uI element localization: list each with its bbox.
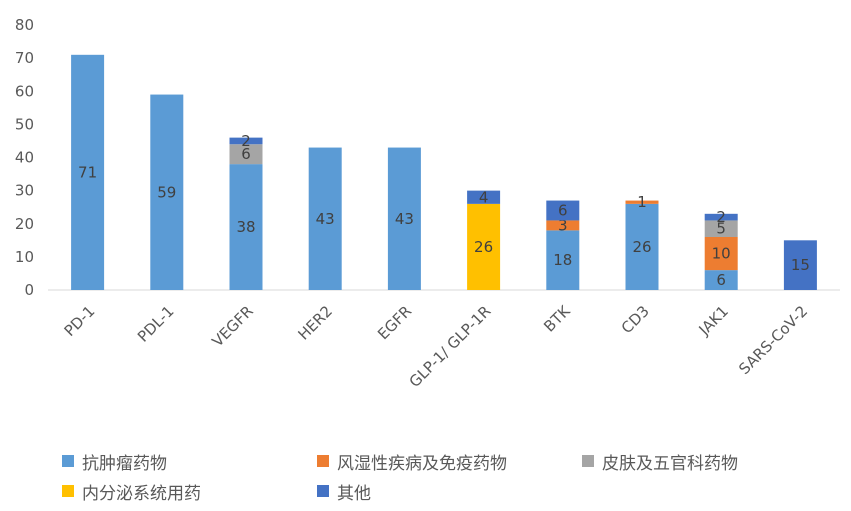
stacked-bar-chart: 0102030405060708071PD-159PDL-13862VEGFR4… <box>15 16 840 391</box>
legend-label-anti-tumor: 抗肿瘤药物 <box>82 453 167 474</box>
legend-swatch-endocrine <box>62 485 74 497</box>
legend-item-anti-tumor: 抗肿瘤药物 <box>62 449 317 474</box>
bar-segment <box>546 220 580 231</box>
bar-segment <box>229 164 263 290</box>
legend-swatch-rheumatic-immune <box>317 455 329 467</box>
legend-row-1: 抗肿瘤药物 风湿性疾病及免疫药物 皮肤及五官科药物 <box>62 446 822 476</box>
legend-item-endocrine: 内分泌系统用药 <box>62 479 317 504</box>
bar-segment <box>467 190 501 204</box>
data-label: 43 <box>316 210 335 228</box>
legend-label-endocrine: 内分泌系统用药 <box>82 483 201 504</box>
bar-segment <box>625 203 659 290</box>
bar-segment <box>229 137 263 145</box>
x-tick-label: CD3 <box>618 302 653 337</box>
x-tick-label: SARS-CoV-2 <box>735 302 811 378</box>
legend-label-other: 其他 <box>337 483 371 504</box>
y-tick-label: 0 <box>24 281 34 299</box>
bar-segment <box>704 220 738 237</box>
data-label: 6 <box>558 202 568 220</box>
legend-item-other: 其他 <box>317 479 371 504</box>
data-label: 15 <box>791 256 810 274</box>
y-tick-label: 70 <box>15 49 34 67</box>
bar-segment <box>704 237 738 271</box>
data-label: 1 <box>637 193 647 211</box>
x-tick-label: BTK <box>540 301 574 335</box>
x-tick-label: PDL-1 <box>134 302 178 346</box>
legend-item-dermatology-ent: 皮肤及五官科药物 <box>582 449 738 474</box>
x-tick-label: HER2 <box>294 302 336 344</box>
data-label: 18 <box>553 251 572 269</box>
x-tick-label: JAK1 <box>695 302 732 339</box>
bar-segment <box>467 203 501 290</box>
data-label: 3 <box>558 216 568 234</box>
y-tick-label: 10 <box>15 248 34 266</box>
data-label: 26 <box>474 238 493 256</box>
bar-segment <box>704 213 738 221</box>
bar-segment <box>308 147 342 290</box>
y-tick-label: 50 <box>15 115 34 133</box>
data-label: 6 <box>241 145 251 163</box>
data-label: 10 <box>712 245 731 263</box>
chart-legend: 抗肿瘤药物 风湿性疾病及免疫药物 皮肤及五官科药物 内分泌系统用药 其他 <box>62 446 822 506</box>
bar-segment <box>71 54 105 290</box>
bar-segment <box>229 144 263 165</box>
bar-segment <box>150 94 184 290</box>
legend-swatch-anti-tumor <box>62 455 74 467</box>
legend-swatch-dermatology-ent <box>582 455 594 467</box>
data-label: 6 <box>716 271 726 289</box>
bar-segment <box>625 200 659 204</box>
y-tick-label: 20 <box>15 215 34 233</box>
legend-label-dermatology-ent: 皮肤及五官科药物 <box>602 453 738 474</box>
data-label: 43 <box>395 210 414 228</box>
data-label: 2 <box>716 208 726 226</box>
x-tick-label: VEGFR <box>208 302 256 350</box>
data-label: 5 <box>716 220 726 238</box>
x-tick-label: PD-1 <box>61 302 99 340</box>
legend-swatch-other <box>317 485 329 497</box>
legend-label-rheumatic-immune: 风湿性疾病及免疫药物 <box>337 453 507 474</box>
data-label: 4 <box>479 188 489 206</box>
y-tick-label: 40 <box>15 149 34 167</box>
y-tick-label: 80 <box>15 16 34 34</box>
bar-segment <box>783 240 817 290</box>
bar-segment <box>546 200 580 221</box>
y-tick-label: 60 <box>15 82 34 100</box>
data-label: 71 <box>78 163 97 181</box>
x-tick-label: EGFR <box>374 302 415 343</box>
data-label: 2 <box>241 132 251 150</box>
x-tick-label: GLP-1/ GLP-1R <box>406 302 495 391</box>
data-label: 38 <box>236 218 255 236</box>
y-tick-label: 30 <box>15 182 34 200</box>
bar-segment <box>546 230 580 290</box>
data-label: 26 <box>632 238 651 256</box>
legend-item-rheumatic-immune: 风湿性疾病及免疫药物 <box>317 449 582 474</box>
legend-row-2: 内分泌系统用药 其他 <box>62 476 822 506</box>
bar-segment <box>704 270 738 290</box>
bar-segment <box>387 147 421 290</box>
data-label: 59 <box>157 183 176 201</box>
